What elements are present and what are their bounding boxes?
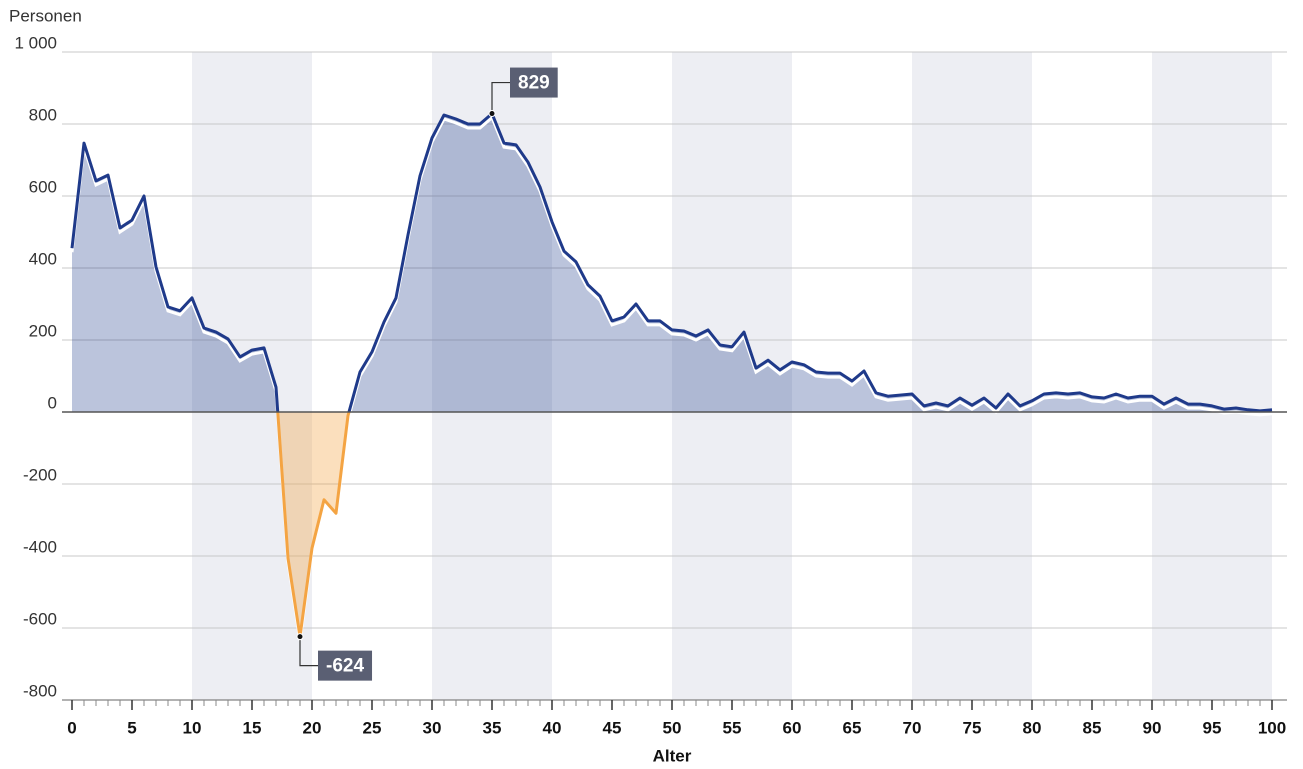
- x-tick-label: 25: [363, 718, 382, 737]
- annotation: 829: [510, 67, 558, 98]
- annotation-box: [318, 650, 373, 681]
- x-tick-label: 60: [783, 718, 802, 737]
- x-tick-label: 70: [903, 718, 922, 737]
- x-tick-label: 30: [423, 718, 442, 737]
- x-tick-label: 100: [1258, 718, 1286, 737]
- x-tick-label: 95: [1203, 718, 1222, 737]
- y-tick-label: -800: [23, 681, 57, 700]
- annotation: -624: [318, 650, 373, 681]
- y-tick-label: 800: [29, 105, 57, 124]
- x-tick-label: 0: [67, 718, 76, 737]
- x-tick-label: 40: [543, 718, 562, 737]
- x-tick-label: 45: [603, 718, 622, 737]
- y-tick-label: -200: [23, 465, 57, 484]
- annotation-point: [488, 110, 496, 118]
- band: [1152, 52, 1272, 700]
- x-tick-label: 55: [723, 718, 742, 737]
- y-tick-label: -600: [23, 609, 57, 628]
- x-tick-label: 80: [1023, 718, 1042, 737]
- y-tick-label: 400: [29, 249, 57, 268]
- y-tick-label: 0: [48, 393, 57, 412]
- x-tick-label: 90: [1143, 718, 1162, 737]
- x-tick-label: 50: [663, 718, 682, 737]
- area-positive: [72, 113, 1272, 412]
- y-axis-label: Personen: [9, 6, 82, 25]
- y-tick-label: 1 000: [14, 33, 57, 52]
- annotation-label: -624: [326, 656, 364, 677]
- band: [912, 52, 1032, 700]
- x-axis-label: Alter: [653, 746, 692, 765]
- x-tick-label: 85: [1083, 718, 1102, 737]
- x-tick-label: 10: [183, 718, 202, 737]
- annotation-box: [510, 67, 558, 98]
- band: [672, 52, 792, 700]
- band: [432, 52, 552, 700]
- leader-line: [491, 81, 510, 114]
- area-negative: [72, 412, 1272, 637]
- x-tick-label: 35: [483, 718, 502, 737]
- annotation-point: [296, 633, 304, 641]
- y-tick-label: -400: [23, 537, 57, 556]
- annotation-label: 829: [518, 73, 550, 94]
- x-tick-label: 65: [843, 718, 862, 737]
- x-tick-label: 75: [963, 718, 982, 737]
- x-tick-label: 20: [303, 718, 322, 737]
- y-tick-label: 200: [29, 321, 57, 340]
- leader-line: [299, 636, 318, 667]
- y-tick-label: 600: [29, 177, 57, 196]
- x-tick-label: 15: [243, 718, 262, 737]
- x-tick-label: 5: [127, 718, 136, 737]
- line-positive: [70, 112, 1273, 412]
